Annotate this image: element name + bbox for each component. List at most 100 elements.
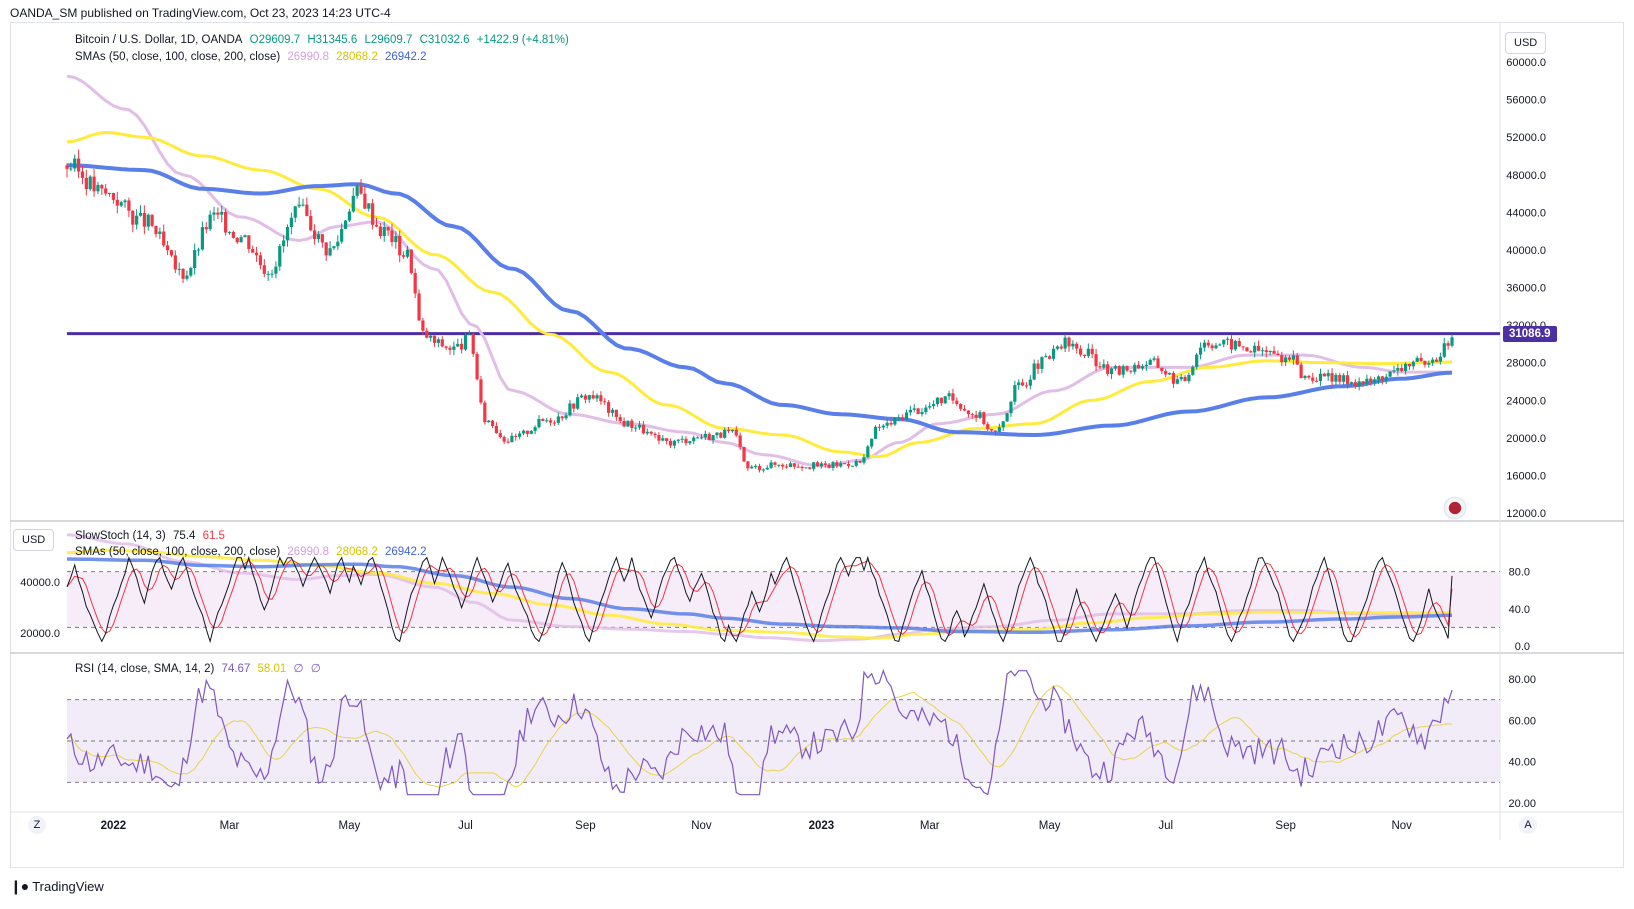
candle-body: [982, 412, 986, 425]
candle-body: [1086, 348, 1090, 356]
candle-body: [668, 440, 673, 446]
candle-body: [185, 275, 189, 279]
candle-body: [1125, 366, 1129, 371]
candle-body: [502, 437, 506, 442]
candle-body: [1357, 381, 1361, 387]
candle-body: [831, 462, 835, 468]
candle-body: [1040, 357, 1044, 369]
candle-body: [123, 200, 127, 203]
auto-scale-button[interactable]: A: [1519, 816, 1537, 834]
candle-body: [65, 165, 69, 169]
candle-body: [425, 330, 429, 338]
candle-body: [1419, 357, 1423, 361]
candle-body: [266, 273, 270, 275]
candle-body: [487, 420, 491, 423]
candle-body: [169, 250, 174, 256]
price-tick-label: 12000.0: [1506, 508, 1546, 520]
candle-body: [1121, 366, 1125, 375]
candle-body: [204, 227, 208, 230]
candle-body: [131, 210, 135, 225]
candle-body: [1376, 376, 1381, 380]
candle-body: [448, 347, 452, 350]
candle-body: [525, 430, 529, 434]
candle-body: [189, 268, 193, 276]
chart-frame: [10, 22, 1624, 868]
candle-body: [568, 403, 572, 416]
stoch-band: [67, 571, 1500, 628]
candle-body: [1071, 343, 1075, 347]
candle-body: [1094, 354, 1098, 367]
time-tick-label: Sep: [1275, 820, 1295, 832]
candle-body: [127, 200, 131, 211]
candle-body: [746, 461, 750, 469]
candle-body: [939, 397, 943, 404]
main-legend: Bitcoin / U.S. Dollar, 1D, OANDA O29609.…: [75, 34, 573, 46]
candle-body: [1164, 371, 1168, 375]
candle-body: [576, 397, 580, 409]
candle-body: [723, 429, 727, 438]
rsi-empty-1: ∅: [293, 663, 304, 675]
sma100-line: [66, 131, 1453, 459]
candle-body: [815, 462, 820, 467]
candle-body: [1450, 337, 1454, 346]
rsi-legend: RSI (14, close, SMA, 14, 2) 74.67 58.01 …: [75, 661, 325, 675]
candle-body: [757, 465, 762, 471]
candle-body: [1318, 373, 1323, 382]
candle-body: [390, 230, 394, 243]
candle-body: [742, 446, 746, 462]
candle-body: [289, 217, 293, 227]
candle-body: [1361, 381, 1365, 384]
candle-body: [235, 237, 239, 243]
candle-body: [901, 417, 905, 421]
candle-body: [548, 420, 553, 423]
sma-legend: SMAs (50, close, 100, close, 200, close)…: [75, 51, 431, 63]
candle-body: [1133, 364, 1137, 372]
candle-body: [986, 424, 990, 430]
candle-body: [475, 353, 479, 380]
candle-body: [564, 415, 568, 419]
candle-body: [1175, 379, 1179, 384]
candle-body: [1109, 368, 1114, 375]
candle-body: [974, 414, 978, 418]
zoom-button[interactable]: Z: [28, 816, 46, 834]
candle-body: [181, 268, 185, 279]
candle-body: [479, 379, 483, 403]
candle-body: [1446, 343, 1450, 346]
currency-button[interactable]: USD: [1505, 32, 1547, 54]
candle-body: [77, 158, 81, 172]
candle-body: [618, 417, 622, 421]
candle-body: [614, 409, 618, 418]
candle-body: [359, 186, 363, 194]
currency-button-left[interactable]: USD: [13, 529, 55, 551]
candle-body: [959, 403, 963, 409]
candle-body: [1210, 345, 1214, 349]
candle-body: [440, 339, 444, 347]
candle-body: [324, 242, 328, 256]
candle-body: [1314, 380, 1319, 382]
sma100-value: 28068.2: [336, 51, 378, 63]
price-tick-label: 36000.0: [1506, 283, 1546, 295]
rsi-tick-label: 60.00: [1508, 715, 1536, 727]
candle-body: [738, 435, 742, 447]
candle-body: [653, 433, 657, 436]
candle-body: [750, 466, 754, 469]
candle-body: [877, 426, 882, 428]
candle-body: [409, 249, 413, 273]
candle-body: [436, 339, 440, 343]
candle-body: [928, 406, 932, 408]
candle-body: [777, 464, 781, 466]
candle-body: [843, 463, 847, 465]
candle-body: [285, 226, 290, 241]
candle-body: [870, 438, 874, 447]
candle-body: [703, 433, 707, 438]
candle-body: [343, 220, 348, 229]
candle-body: [665, 438, 669, 441]
candle-body: [1287, 357, 1292, 360]
candle-body: [84, 177, 88, 190]
candle-body: [978, 412, 982, 418]
candle-body: [1396, 367, 1400, 371]
candle-body: [196, 249, 201, 251]
candle-body: [955, 400, 959, 404]
candle-body: [607, 402, 611, 413]
